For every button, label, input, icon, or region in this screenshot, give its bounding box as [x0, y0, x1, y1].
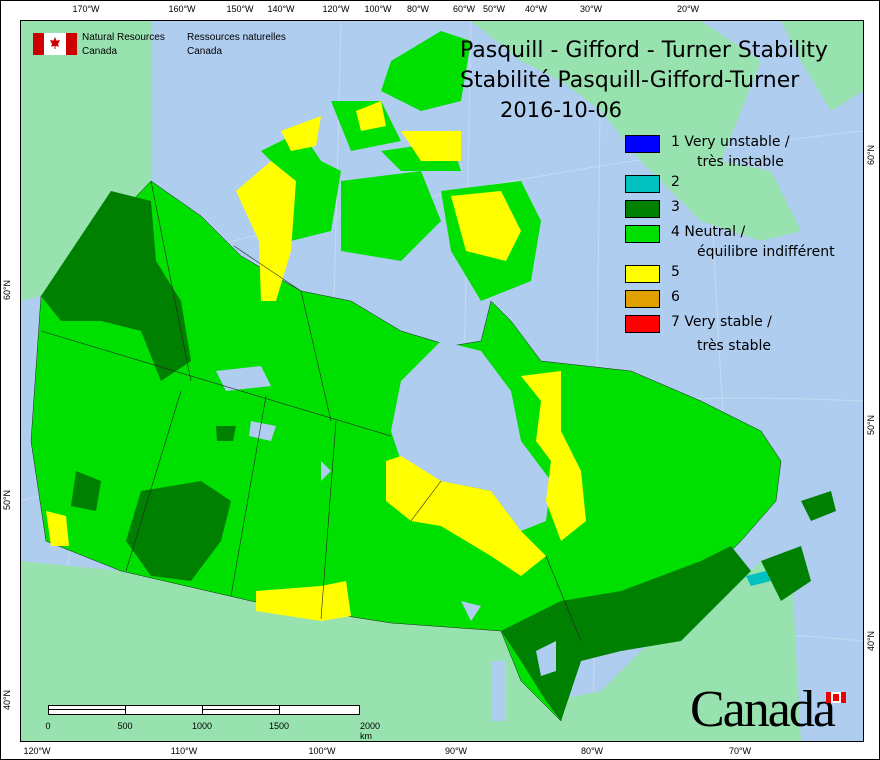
lon-label-top: 100°W: [364, 4, 392, 14]
lat-label-left: 40°N: [2, 689, 13, 711]
legend-label: 5: [671, 264, 680, 280]
legend-swatch: [625, 225, 660, 243]
lon-label-bottom: 120°W: [23, 746, 51, 756]
legend-swatch: [625, 290, 660, 308]
lat-label-left: 60°N: [2, 279, 13, 301]
scale-segment: [202, 705, 281, 715]
wordmark-flag-icon: [826, 692, 846, 703]
lon-label-top: 40°W: [524, 4, 548, 14]
nrcan-fr: Ressources naturelles Canada: [187, 31, 286, 59]
lon-label-bottom: 100°W: [308, 746, 336, 756]
alaska-land: [21, 21, 151, 301]
scale-label: 2000 km: [359, 721, 381, 741]
lon-label-top: 160°W: [168, 4, 196, 14]
greenland-land: [471, 21, 801, 241]
lon-label-top: 170°W: [72, 4, 100, 14]
lat-label-left: 50°N: [2, 489, 13, 511]
map-title-en: Pasquill - Gifford - Turner Stability: [460, 38, 828, 63]
scale-segment: [48, 705, 127, 715]
map-area[interactable]: [20, 20, 864, 742]
legend-sublabel: très instable: [697, 154, 784, 170]
stability-map: [21, 21, 863, 741]
lon-label-top: 140°W: [267, 4, 295, 14]
legend-label: 7 Very stable /: [671, 314, 772, 330]
legend-sublabel: très stable: [697, 338, 772, 354]
class5-areas: [46, 101, 586, 621]
legend-swatch: [625, 135, 660, 153]
lat-label-right: 40°N: [866, 630, 877, 652]
legend-label: 6: [671, 289, 680, 305]
class3-areas: [41, 191, 836, 721]
map-date: 2016-10-06: [500, 98, 623, 122]
lon-label-top: 80°W: [406, 4, 430, 14]
lon-label-top: 60°W: [452, 4, 476, 14]
legend-label: 4 Neutral /: [671, 224, 746, 240]
org-country-en: Canada: [82, 46, 118, 57]
hudson-bay: [391, 341, 551, 531]
legend-swatch: [625, 265, 660, 283]
map-title-fr: Stabilité Pasquill-Gifford-Turner: [460, 68, 800, 93]
scale-label: 0: [45, 721, 51, 731]
legend-label: 3: [671, 199, 680, 215]
lat-label-right: 60°N: [866, 144, 877, 166]
lat-label-right: 50°N: [866, 414, 877, 436]
legend-label: 2: [671, 174, 680, 190]
lon-label-bottom: 70°W: [728, 746, 752, 756]
lon-label-top: 30°W: [579, 4, 603, 14]
greenland-east: [781, 21, 863, 111]
lon-label-top: 20°W: [676, 4, 700, 14]
scale-label: 1500: [268, 721, 290, 731]
scale-segment: [279, 705, 360, 715]
legend-swatch: [625, 315, 660, 333]
legend-swatch: [625, 200, 660, 218]
scale-label: 1000: [191, 721, 213, 731]
org-country-fr: Canada: [187, 46, 223, 57]
class2-area: [746, 571, 771, 586]
lon-label-bottom: 110°W: [170, 746, 198, 756]
scale-segment: [125, 705, 204, 715]
lakes: [216, 366, 556, 721]
org-name-en: Natural Resources: [82, 32, 165, 43]
canada-flag-icon: [33, 33, 77, 55]
nrcan-en: Natural Resources Canada: [82, 31, 165, 59]
legend-sublabel: équilibre indifférent: [697, 244, 835, 260]
lon-label-bottom: 80°W: [580, 746, 604, 756]
scale-label: 500: [117, 721, 133, 731]
usa-land: [21, 561, 801, 741]
lon-label-bottom: 90°W: [444, 746, 468, 756]
province-borders: [40, 180, 582, 642]
legend-label: 1 Very unstable /: [671, 134, 790, 150]
lon-label-top: 50°W: [482, 4, 506, 14]
canada-wordmark: Canada: [690, 681, 836, 738]
org-name-fr: Ressources naturelles: [187, 32, 286, 43]
lon-label-top: 150°W: [226, 4, 254, 14]
legend-swatch: [625, 175, 660, 193]
lon-label-top: 120°W: [322, 4, 350, 14]
